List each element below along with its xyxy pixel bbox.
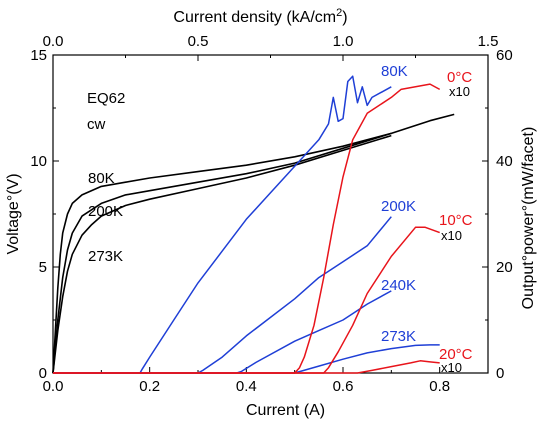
annotation-label: 80K	[88, 170, 115, 187]
series-line-6	[53, 290, 392, 374]
annotations: EQ62cw80K200K273K80K200K240K273K0°Cx1010…	[87, 63, 473, 375]
annotation-label: 240K	[381, 277, 416, 294]
annotation-label: 80K	[381, 63, 408, 80]
x-top-tick-label: 0.5	[188, 33, 209, 50]
series-line-3	[52, 134, 392, 374]
annotation-label: 10°C	[439, 212, 473, 229]
series-line-9	[53, 226, 440, 374]
y-left-axis-title: Voltage°(V)	[5, 173, 22, 254]
x-top-axis-title-main: Current density (kA/cm	[173, 9, 336, 26]
annotation-label: cw	[87, 116, 106, 133]
annotation-label: x10	[441, 228, 462, 243]
y-right-axis-title: Output°power°(mW/facet)	[520, 127, 537, 310]
x-top-tick-label: 0.0	[43, 33, 64, 50]
series-line-8	[53, 83, 441, 374]
y-left-tick-label: 10	[30, 153, 47, 170]
annotation-label: EQ62	[87, 90, 125, 107]
annotation-label: x10	[449, 84, 470, 99]
series-line-7	[53, 344, 440, 374]
x-bottom-tick-label: 0.6	[333, 378, 354, 395]
x-bottom-tick-label: 0.8	[429, 378, 450, 395]
x-top-axis-title-superscript: 2	[336, 7, 342, 19]
annotation-label: x10	[441, 360, 462, 375]
annotation-label: 200K	[88, 203, 123, 220]
series-line-5	[53, 216, 392, 374]
tick-labels: 0.0 0.2 0.4 0.6 0.8 0.0 0.5 1.0 1.5 0 5 10 15 0 20 40 60	[30, 33, 512, 395]
series-line-10	[53, 360, 440, 374]
annotation-label: 273K	[88, 248, 123, 265]
y-left-tick-label: 0	[39, 365, 47, 382]
axis-ticks	[52, 54, 489, 374]
annotation-label: 0°C	[447, 69, 472, 86]
x-top-axis-title-close: )	[342, 9, 347, 26]
x-bottom-tick-label: 0.2	[139, 378, 160, 395]
annotation-label: 20°C	[439, 346, 473, 363]
y-right-tick-label: 0	[496, 365, 504, 382]
y-left-tick-label: 15	[30, 47, 47, 64]
x-top-axis-title: Current density (kA/cm2)	[173, 7, 347, 26]
annotation-label: 273K	[381, 328, 416, 345]
y-right-tick-label: 40	[496, 153, 513, 170]
x-top-tick-label: 1.5	[478, 33, 499, 50]
series-line-4	[53, 75, 392, 374]
y-right-tick-label: 60	[496, 47, 513, 64]
x-bottom-axis-title: Current (A)	[246, 402, 325, 419]
series-group	[52, 75, 455, 374]
y-left-tick-label: 5	[39, 259, 47, 276]
x-bottom-tick-label: 0.4	[236, 378, 257, 395]
annotation-label: 200K	[381, 198, 416, 215]
series-line-2	[52, 132, 392, 374]
y-right-tick-label: 20	[496, 259, 513, 276]
x-bottom-tick-label: 0.0	[43, 378, 64, 395]
x-top-tick-label: 1.0	[333, 33, 354, 50]
